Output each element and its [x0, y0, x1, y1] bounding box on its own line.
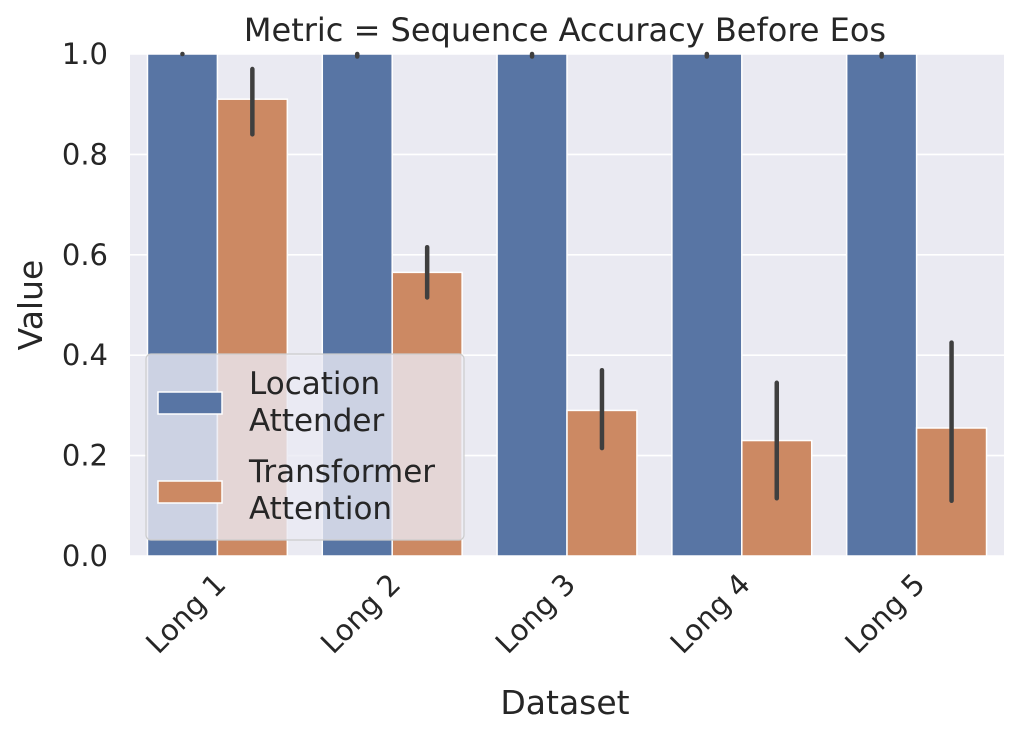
bar-location-attender-long-4 — [671, 53, 743, 557]
legend: Location Attender Transformer Attention — [145, 353, 465, 541]
y-tick-label: 0.8 — [62, 137, 108, 171]
x-tick-label-long-2: Long 2 — [314, 567, 407, 660]
legend-box — [145, 353, 465, 541]
bar-location-attender-long-3 — [496, 53, 568, 557]
y-tick-label: 0.6 — [62, 238, 108, 272]
x-tick-label-long-4: Long 4 — [664, 567, 757, 660]
y-axis-title: Value — [11, 260, 50, 351]
bar-location-attender-long-5 — [845, 53, 918, 557]
y-tick-labels: 0.0 0.2 0.4 0.6 0.8 1.0 — [62, 37, 108, 573]
x-tick-label-long-3: Long 3 — [489, 567, 582, 660]
y-tick-label: 0.2 — [62, 439, 108, 473]
y-tick-label: 0.4 — [62, 338, 108, 372]
y-tick-label: 1.0 — [62, 37, 108, 71]
legend-label-location-attender-line1: Location — [249, 366, 380, 402]
legend-swatch-transformer-attention — [157, 480, 223, 504]
x-tick-label-long-5: Long 5 — [838, 567, 931, 660]
y-tick-label: 0.0 — [62, 539, 108, 573]
chart-title: Metric = Sequence Accuracy Before Eos — [244, 11, 886, 49]
legend-swatch-location-attender — [157, 391, 223, 415]
legend-label-location-attender-line2: Attender — [249, 403, 384, 439]
x-tick-labels: Long 1 Long 2 Long 3 Long 4 Long 5 — [139, 567, 931, 660]
x-axis-title: Dataset — [500, 683, 629, 722]
legend-label-transformer-attention-line1: Transformer — [248, 454, 435, 490]
legend-label-transformer-attention-line2: Attention — [249, 491, 392, 527]
x-tick-label-long-1: Long 1 — [139, 567, 232, 660]
error-bars — [180, 51, 954, 504]
